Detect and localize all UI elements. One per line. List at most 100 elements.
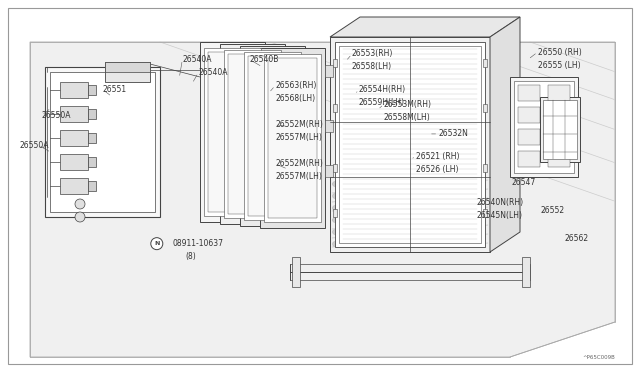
Circle shape — [358, 205, 364, 211]
Text: 26521 (RH): 26521 (RH) — [416, 152, 460, 161]
Bar — [333, 164, 337, 172]
Bar — [200, 42, 265, 222]
Circle shape — [358, 193, 364, 199]
Bar — [260, 48, 325, 228]
Bar — [514, 81, 574, 173]
Circle shape — [333, 218, 337, 222]
Text: 26553(RH): 26553(RH) — [352, 49, 394, 58]
Polygon shape — [50, 72, 155, 212]
Bar — [483, 209, 487, 217]
Bar — [522, 257, 530, 287]
Text: 26540N(RH): 26540N(RH) — [477, 198, 524, 207]
Text: 26558M(LH): 26558M(LH) — [384, 113, 431, 122]
Bar — [510, 77, 578, 177]
Bar — [540, 97, 580, 162]
Bar — [88, 133, 96, 143]
Bar — [88, 85, 96, 95]
Text: 26550 (RH): 26550 (RH) — [538, 48, 581, 57]
Bar — [88, 181, 96, 191]
Circle shape — [397, 182, 403, 186]
Text: 26562: 26562 — [564, 234, 589, 243]
Text: 08911-10637: 08911-10637 — [173, 239, 224, 248]
Bar — [518, 85, 540, 101]
Circle shape — [371, 218, 376, 222]
Text: 26545N(LH): 26545N(LH) — [477, 211, 523, 220]
Bar — [60, 154, 88, 170]
Text: 26552: 26552 — [541, 206, 565, 215]
Bar — [518, 129, 540, 145]
Circle shape — [346, 230, 351, 234]
Text: 26550A: 26550A — [19, 141, 49, 150]
Bar — [548, 151, 570, 167]
Circle shape — [371, 182, 376, 186]
Circle shape — [358, 230, 364, 234]
Text: 26554H(RH): 26554H(RH) — [358, 85, 406, 94]
Polygon shape — [30, 42, 615, 357]
Circle shape — [397, 230, 403, 234]
Bar — [88, 109, 96, 119]
Polygon shape — [105, 62, 150, 72]
Bar — [208, 52, 257, 212]
Bar — [518, 151, 540, 167]
Circle shape — [385, 241, 390, 247]
Circle shape — [151, 238, 163, 250]
Circle shape — [397, 205, 403, 211]
Circle shape — [333, 205, 337, 211]
Bar — [240, 46, 305, 226]
Bar — [518, 107, 540, 123]
Text: ^P65C009B: ^P65C009B — [582, 355, 615, 360]
Text: 26553M(RH): 26553M(RH) — [384, 100, 432, 109]
Bar — [228, 54, 277, 214]
Text: 26550A: 26550A — [42, 111, 71, 120]
Bar — [333, 59, 337, 67]
Text: N: N — [154, 241, 159, 246]
Circle shape — [371, 230, 376, 234]
Bar — [60, 130, 88, 146]
Bar — [248, 56, 297, 216]
Circle shape — [75, 212, 85, 222]
Circle shape — [371, 241, 376, 247]
Bar — [339, 46, 481, 243]
Circle shape — [397, 218, 403, 222]
Circle shape — [346, 218, 351, 222]
Polygon shape — [490, 17, 520, 252]
Bar — [88, 157, 96, 167]
Polygon shape — [45, 67, 160, 217]
Bar — [105, 62, 150, 82]
Circle shape — [346, 241, 351, 247]
Bar — [325, 165, 333, 177]
Bar — [264, 54, 321, 222]
Text: 26552M(RH): 26552M(RH) — [275, 159, 323, 168]
Circle shape — [358, 182, 364, 186]
Circle shape — [333, 182, 337, 186]
Text: 26547: 26547 — [512, 178, 536, 187]
Bar — [330, 37, 490, 252]
Polygon shape — [330, 17, 520, 37]
Circle shape — [385, 193, 390, 199]
Bar — [548, 85, 570, 101]
Bar — [244, 52, 301, 220]
Circle shape — [358, 241, 364, 247]
Bar — [483, 59, 487, 67]
Text: 26568(LH): 26568(LH) — [275, 94, 316, 103]
Bar — [220, 44, 285, 224]
Circle shape — [371, 193, 376, 199]
Circle shape — [346, 193, 351, 199]
Circle shape — [385, 205, 390, 211]
Text: 26558(LH): 26558(LH) — [352, 62, 392, 71]
Text: 26552M(RH): 26552M(RH) — [275, 120, 323, 129]
Circle shape — [397, 241, 403, 247]
Circle shape — [75, 199, 85, 209]
Bar — [548, 129, 570, 145]
Text: 26540A: 26540A — [182, 55, 212, 64]
Bar — [543, 100, 577, 159]
Text: 26551: 26551 — [102, 85, 127, 94]
Text: 26555 (LH): 26555 (LH) — [538, 61, 580, 70]
Circle shape — [397, 193, 403, 199]
Bar — [333, 209, 337, 217]
Bar — [325, 65, 333, 77]
Circle shape — [385, 182, 390, 186]
Circle shape — [371, 205, 376, 211]
Text: 26526 (LH): 26526 (LH) — [416, 165, 458, 174]
Bar — [335, 42, 485, 247]
